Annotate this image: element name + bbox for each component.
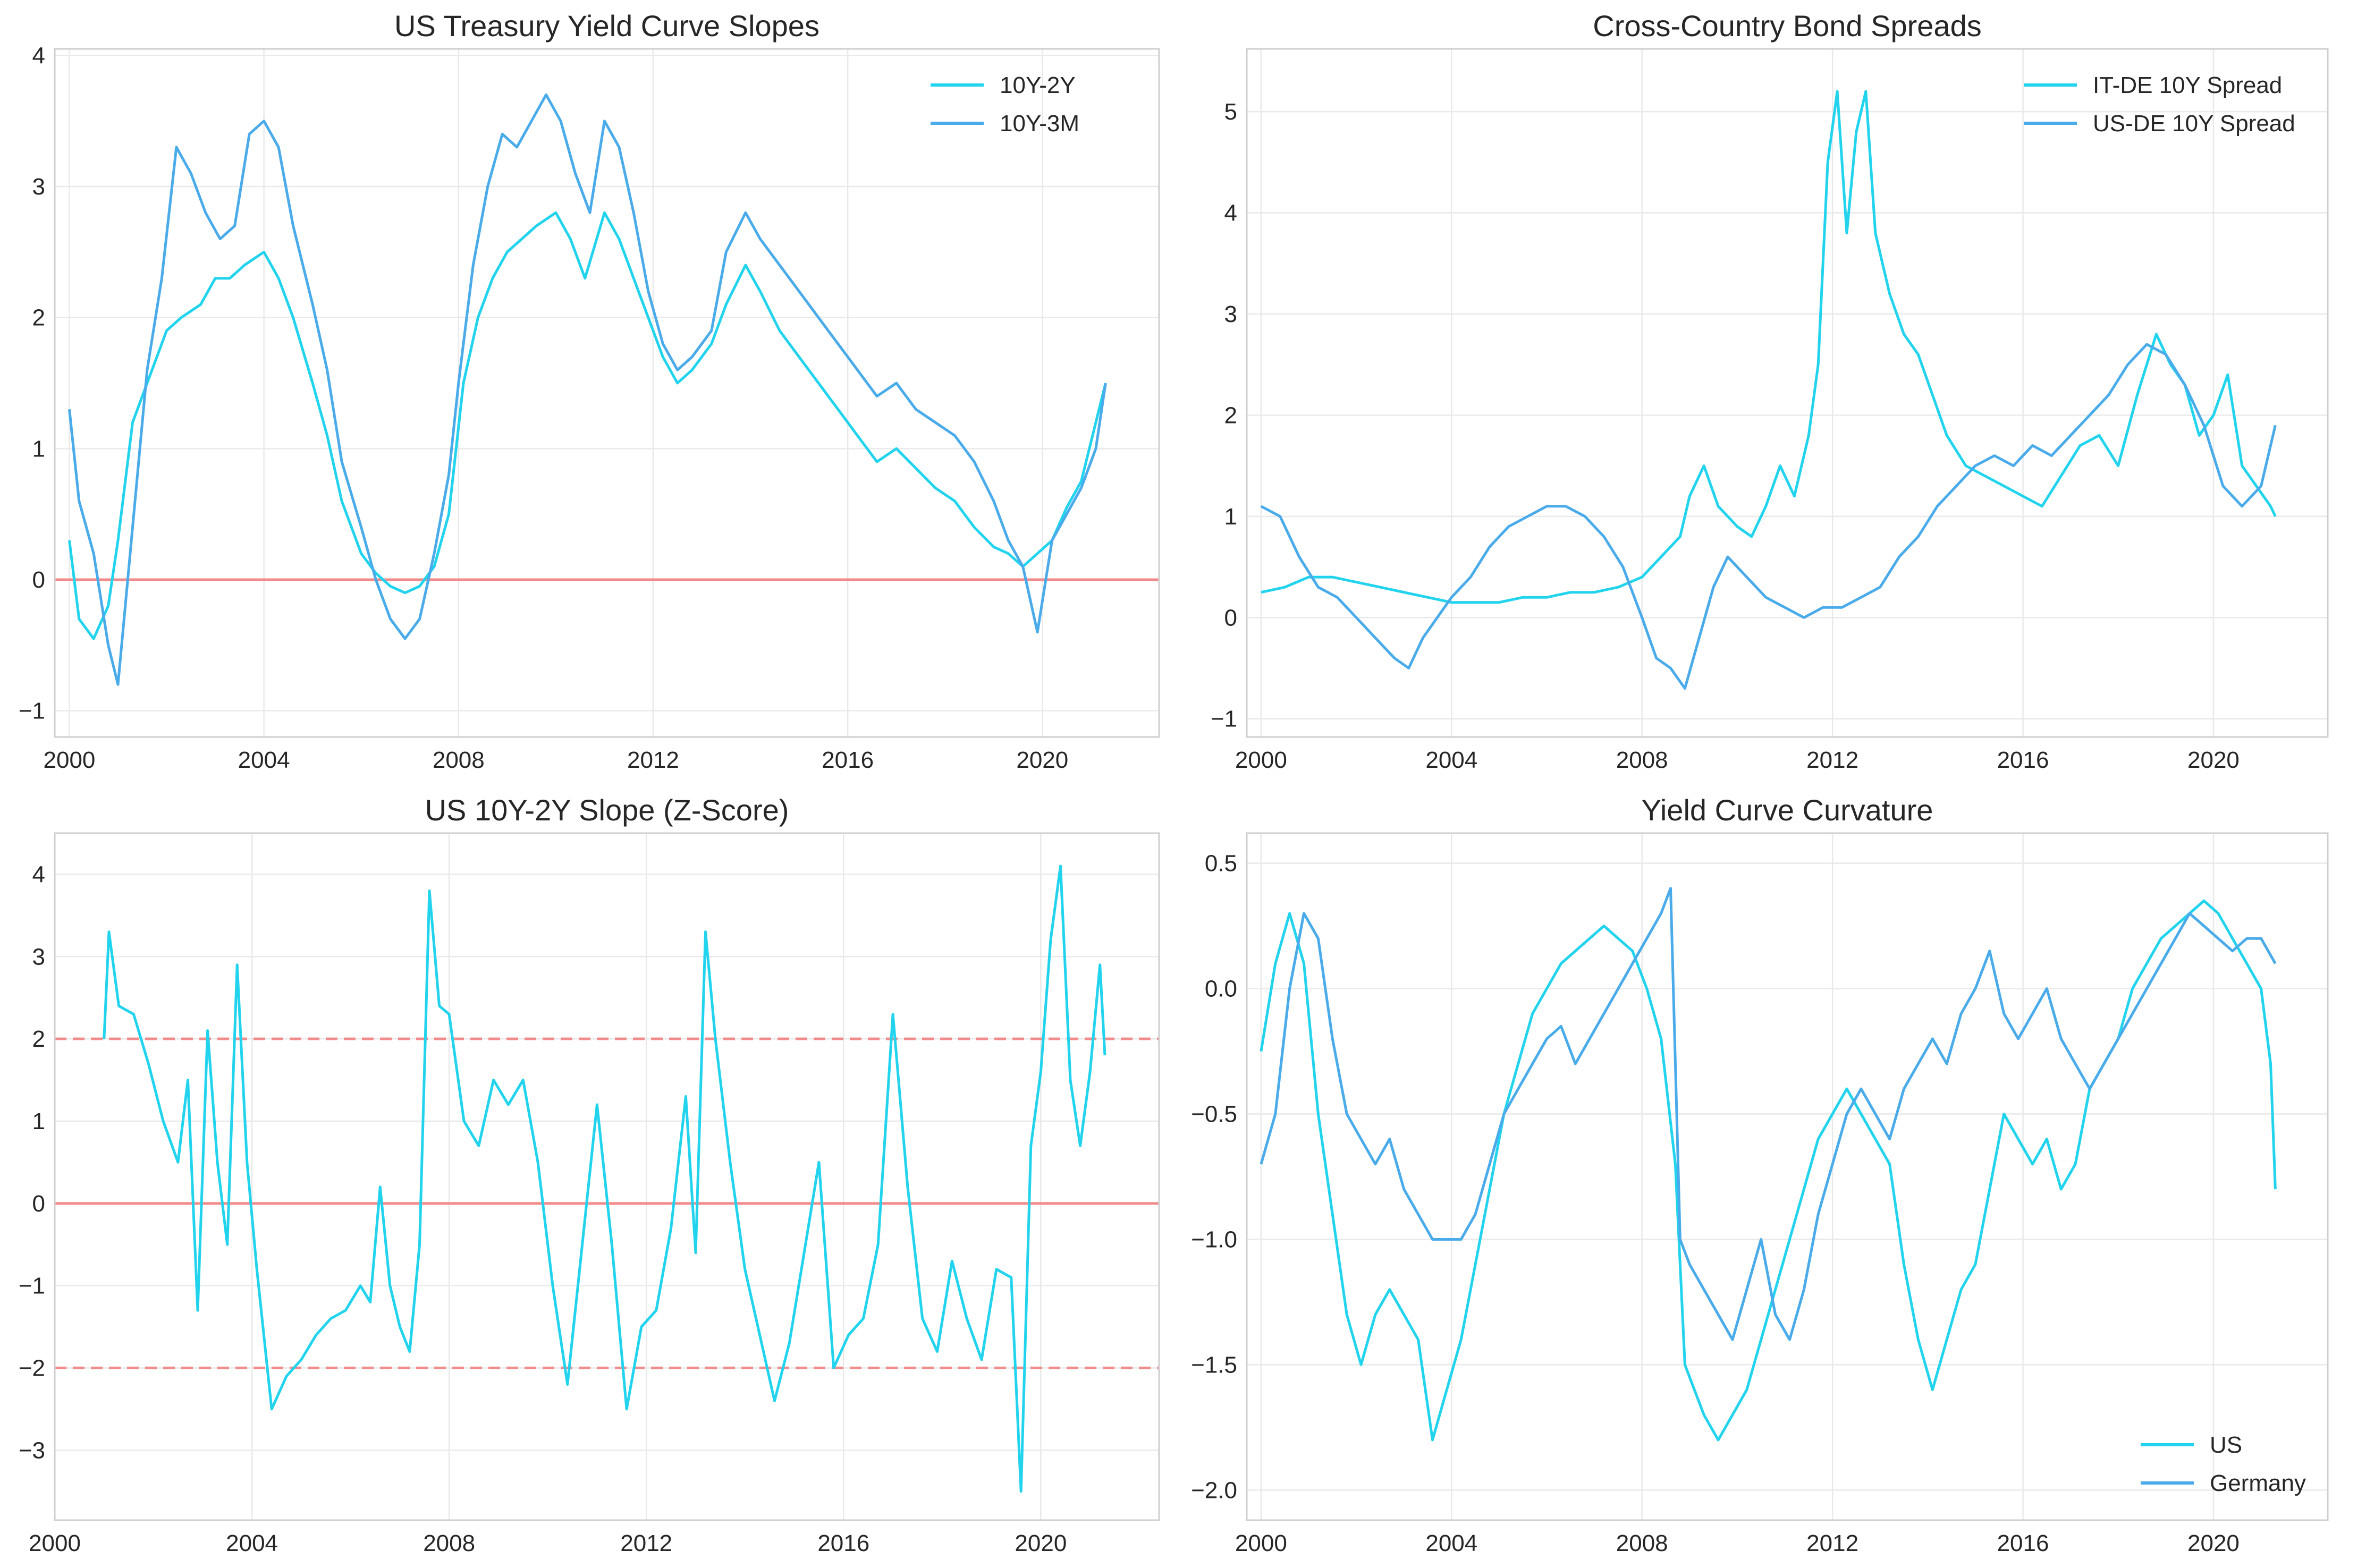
y-tick-label: −1.0	[1191, 1226, 1237, 1252]
x-tick-label: 2012	[627, 747, 679, 773]
chart-title: US Treasury Yield Curve Slopes	[394, 9, 819, 43]
y-tick-label: 0.0	[1205, 976, 1237, 1002]
series-line-us-de-10y-spread	[1260, 343, 2277, 690]
x-tick-label: 2008	[1616, 1530, 1668, 1556]
y-tick-label: −1.5	[1191, 1352, 1237, 1378]
y-tick-label: −1	[1211, 706, 1237, 732]
chart-panel-4: 2000 2004 2008 2012 2016 2020 −2.0 −1.5 −1.0 −0.5…	[1191, 793, 2329, 1556]
y-tick-label: −1	[19, 698, 45, 724]
y-tick-label: −2.0	[1191, 1477, 1237, 1503]
series-line-10y-2y	[68, 211, 1107, 640]
x-tick-label: 2020	[1015, 1530, 1067, 1556]
x-tick-label: 2016	[822, 747, 874, 773]
y-tick-label: 2	[32, 1026, 45, 1052]
chart-title: Cross-Country Bond Spreads	[1593, 9, 1981, 43]
x-tick-label: 2004	[226, 1530, 278, 1556]
y-tick-label: 0.5	[1205, 851, 1237, 877]
x-tick-label: 2016	[1997, 1530, 2049, 1556]
y-tick-label: 1	[32, 436, 45, 462]
y-tick-label: 1	[1224, 504, 1237, 530]
x-tick-label: 2012	[1806, 1530, 1858, 1556]
x-tick-label: 2020	[1016, 747, 1068, 773]
series-line-z-score	[103, 864, 1106, 1493]
x-tick-label: 2012	[1806, 747, 1858, 773]
y-tick-label: 0	[1224, 605, 1237, 631]
x-tick-label: 2004	[238, 747, 290, 773]
x-tick-label: 2000	[1235, 1530, 1287, 1556]
x-tick-label: 2000	[1235, 747, 1287, 773]
chart-title: US 10Y-2Y Slope (Z-Score)	[425, 793, 789, 827]
legend-label: US	[2210, 1432, 2242, 1458]
x-tick-label: 2020	[2187, 747, 2240, 773]
plot-frame	[54, 832, 1160, 1521]
x-tick-label: 2000	[44, 747, 96, 773]
legend-label: US-DE 10Y Spread	[2093, 111, 2295, 137]
y-tick-label: 5	[1224, 99, 1237, 125]
series-line-germany	[1260, 887, 2277, 1341]
x-tick-label: 2008	[423, 1530, 475, 1556]
y-tick-label: 3	[32, 944, 45, 970]
y-tick-label: −1	[19, 1273, 45, 1299]
x-tick-label: 2008	[433, 747, 485, 773]
series-line-it-de-10y-spread	[1261, 90, 2277, 604]
x-tick-label: 2008	[1616, 747, 1668, 773]
x-tick-label: 2020	[2187, 1530, 2240, 1556]
y-tick-label: 4	[32, 43, 45, 69]
chart-title: Yield Curve Curvature	[1642, 793, 1933, 827]
plot-area	[1246, 48, 2329, 738]
y-tick-label: 0	[32, 567, 45, 593]
y-tick-label: 2	[32, 305, 45, 331]
plot-area	[54, 832, 1160, 1521]
legend-label: Germany	[2210, 1470, 2306, 1496]
x-tick-label: 2000	[29, 1530, 81, 1556]
legend-label: 10Y-3M	[1000, 111, 1079, 137]
x-tick-label: 2012	[620, 1530, 672, 1556]
plot-frame	[1246, 832, 2329, 1521]
y-tick-label: −3	[19, 1437, 45, 1463]
legend-label: 10Y-2Y	[1000, 72, 1076, 98]
x-tick-label: 2016	[1997, 747, 2049, 773]
chart-panel-1: 2000 2004 2008 2012 2016 2020 −1 0 1 2 3 4 US Treasu…	[19, 9, 1160, 773]
plot-frame	[54, 48, 1160, 738]
x-tick-label: 2004	[1425, 747, 1477, 773]
plot-area	[54, 48, 1160, 738]
series-line-10y-3m	[68, 93, 1107, 686]
legend-label: IT-DE 10Y Spread	[2093, 72, 2282, 98]
y-tick-label: 2	[1224, 402, 1237, 428]
y-tick-label: 3	[32, 174, 45, 200]
chart-panel-2: 2000 2004 2008 2012 2016 2020 −1 0 1 2 3 4 5 Cross-Co…	[1211, 9, 2329, 773]
y-tick-label: 3	[1224, 301, 1237, 327]
y-tick-label: 4	[1224, 200, 1237, 226]
y-tick-label: −0.5	[1191, 1101, 1237, 1128]
y-tick-label: 0	[32, 1191, 45, 1217]
x-tick-label: 2016	[817, 1530, 869, 1556]
y-tick-label: −2	[19, 1355, 45, 1381]
chart-panel-3: 2000 2004 2008 2012 2016 2020 −3 −2 −1 0 1 2 3 4 US 10…	[19, 793, 1160, 1556]
plot-frame	[1246, 48, 2329, 738]
x-tick-label: 2004	[1425, 1530, 1477, 1556]
y-tick-label: 1	[32, 1108, 45, 1134]
y-tick-label: 4	[32, 861, 45, 887]
